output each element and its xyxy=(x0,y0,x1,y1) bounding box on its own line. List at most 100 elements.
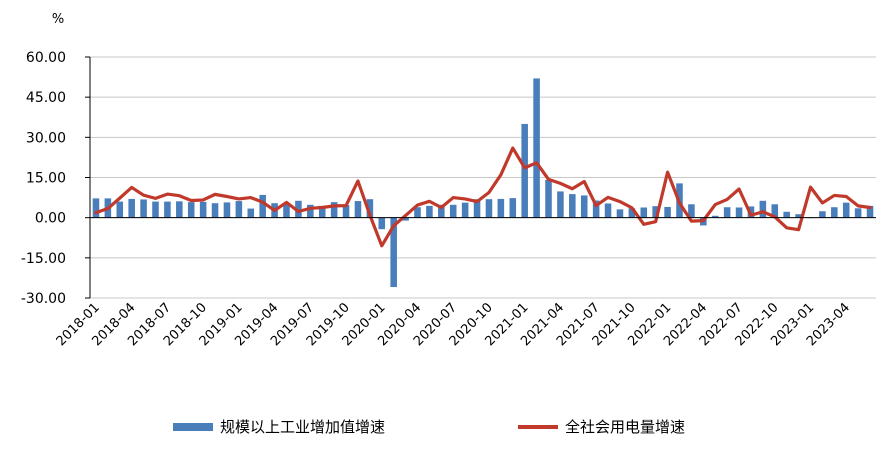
bar xyxy=(223,202,231,218)
bar xyxy=(711,215,719,218)
line-point xyxy=(750,214,752,217)
bar xyxy=(604,203,612,218)
line-point xyxy=(226,195,228,198)
line-point xyxy=(95,211,97,214)
bar xyxy=(330,202,338,218)
bar xyxy=(295,200,302,218)
bar xyxy=(509,198,517,218)
line-point xyxy=(142,194,145,196)
line-point xyxy=(702,219,705,222)
y-tick-label: -15.00 xyxy=(21,251,66,267)
legend-label-electricity: 全社会用电量增速 xyxy=(565,418,685,436)
bar xyxy=(128,198,135,218)
line-point xyxy=(309,207,312,210)
bar xyxy=(854,208,862,218)
line-point xyxy=(631,206,633,209)
line-point xyxy=(857,205,859,207)
bar xyxy=(580,195,588,218)
bar xyxy=(199,201,207,218)
line-point xyxy=(130,186,133,189)
line-point xyxy=(118,197,121,199)
bar xyxy=(426,205,433,218)
legend-swatch-bar xyxy=(173,423,213,431)
legend: 规模以上工业增加值增速 全社会用电量增速 xyxy=(173,418,685,436)
bar xyxy=(557,191,564,218)
line-point xyxy=(202,199,204,201)
bar xyxy=(414,207,421,218)
bar xyxy=(866,205,874,218)
line-point xyxy=(285,201,288,204)
bar xyxy=(247,208,255,218)
bar xyxy=(652,206,659,218)
line-point xyxy=(762,210,764,213)
y-tick-label: 45.00 xyxy=(26,90,66,106)
bar xyxy=(759,200,767,218)
line-point xyxy=(392,224,395,227)
line-point xyxy=(595,204,597,207)
bar xyxy=(116,201,124,218)
bar xyxy=(354,201,362,218)
line-point xyxy=(571,187,574,190)
bar xyxy=(485,199,493,218)
line-point xyxy=(845,195,848,198)
bars-layer xyxy=(92,78,874,288)
line-point xyxy=(369,214,371,216)
bar xyxy=(831,207,838,218)
bar xyxy=(176,201,183,218)
line-point xyxy=(797,228,800,231)
line-point xyxy=(452,196,455,199)
line-point xyxy=(809,186,812,188)
line-point xyxy=(488,191,490,194)
line-series-electricity xyxy=(94,146,872,248)
line-point xyxy=(559,182,562,185)
bar xyxy=(92,198,100,218)
line-point xyxy=(345,204,347,207)
line-point xyxy=(833,194,836,197)
line-point xyxy=(357,180,359,182)
bar xyxy=(461,202,469,218)
line-point xyxy=(238,198,240,200)
bar xyxy=(390,217,397,288)
bar xyxy=(842,202,850,218)
bar xyxy=(771,204,779,218)
y-tick-label: -30.00 xyxy=(21,291,66,307)
line-point xyxy=(714,203,717,206)
line-point xyxy=(476,200,478,203)
line-point xyxy=(535,161,538,164)
line-point xyxy=(107,207,109,210)
bar xyxy=(140,199,147,218)
bar xyxy=(783,211,790,218)
bar xyxy=(545,179,552,218)
grid-layer xyxy=(90,56,876,299)
line-point xyxy=(416,204,419,206)
line-point xyxy=(190,199,193,202)
bar xyxy=(521,123,528,218)
bar xyxy=(735,207,743,218)
bar xyxy=(628,208,636,218)
line-point xyxy=(321,206,324,209)
bar xyxy=(723,207,731,218)
line-point xyxy=(166,193,169,195)
y-tick-label: 0.00 xyxy=(35,211,66,227)
line-point xyxy=(523,167,526,169)
bar xyxy=(449,204,457,218)
legend-label-industrial: 规模以上工业增加值增速 xyxy=(220,418,385,436)
line-point xyxy=(428,200,431,203)
line-point xyxy=(738,188,740,190)
bar xyxy=(164,201,171,218)
bar xyxy=(152,201,159,218)
line-point xyxy=(154,197,157,200)
line-point xyxy=(261,201,264,203)
y-tick-label: 60.00 xyxy=(26,50,66,66)
bar xyxy=(318,205,326,218)
line-point xyxy=(333,205,335,207)
line-point xyxy=(642,223,645,226)
line-point xyxy=(500,174,502,176)
bar xyxy=(497,198,505,218)
bar xyxy=(259,194,266,218)
bar xyxy=(616,209,624,218)
bar xyxy=(438,204,445,218)
line-point xyxy=(607,196,609,199)
bar xyxy=(307,204,314,218)
